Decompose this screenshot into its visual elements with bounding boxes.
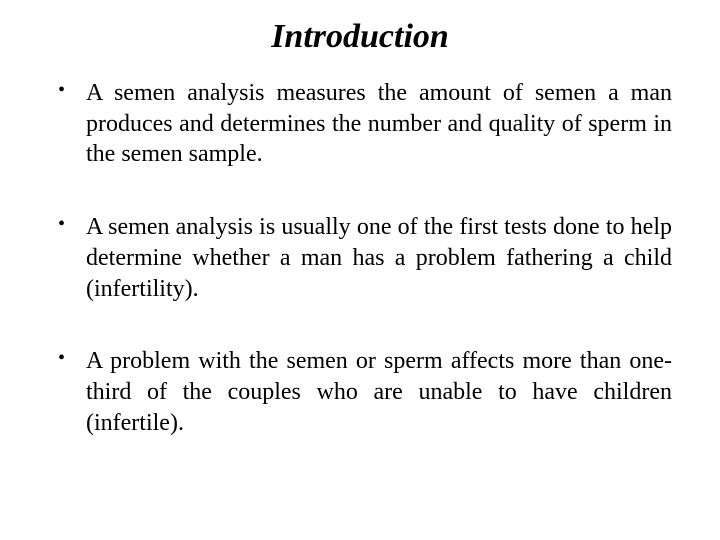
bullet-list: A semen analysis measures the amount of … <box>48 78 672 438</box>
list-item: A semen analysis measures the amount of … <box>58 78 672 170</box>
slide-container: Introduction A semen analysis measures t… <box>0 0 720 540</box>
list-item: A problem with the semen or sperm affect… <box>58 346 672 438</box>
slide-title: Introduction <box>48 18 672 56</box>
list-item: A semen analysis is usually one of the f… <box>58 212 672 304</box>
